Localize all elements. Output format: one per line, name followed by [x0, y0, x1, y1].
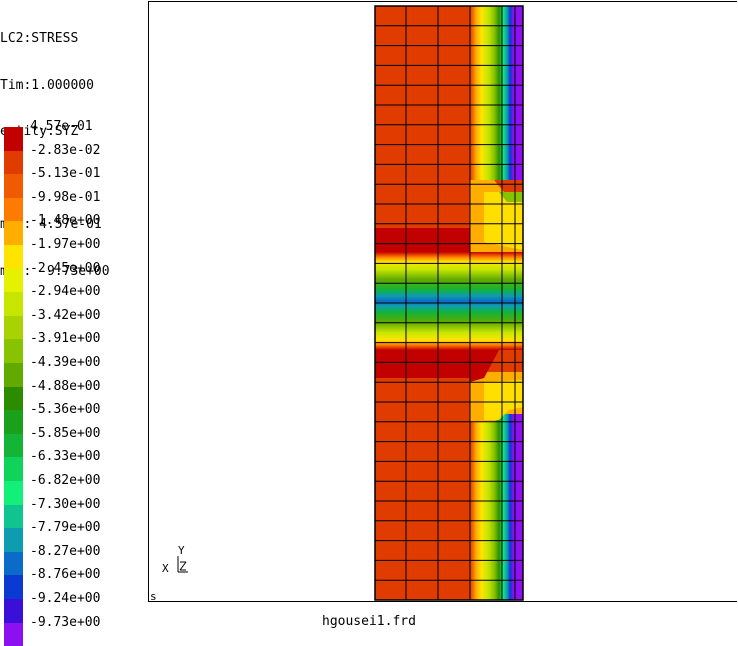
legend-swatch [4, 339, 23, 363]
legend-swatch [4, 599, 23, 623]
legend-swatch [4, 268, 23, 293]
legend-label: -1.97e+00 [30, 237, 101, 252]
legend-label: 4.57e-01 [30, 119, 93, 134]
legend-swatch [4, 504, 23, 529]
legend-swatch [4, 292, 23, 316]
legend-label: -3.42e+00 [30, 307, 101, 323]
legend-label: -6.33e+00 [30, 449, 101, 465]
legend-swatch [4, 197, 23, 222]
mesh-outline [374, 5, 524, 601]
legend-swatch [4, 410, 23, 434]
legend-swatch [4, 245, 23, 269]
legend-label: -8.76e+00 [30, 567, 101, 583]
legend-label: -2.45e+00 [30, 260, 101, 276]
legend-label: -6.82e+00 [30, 473, 101, 488]
legend-swatch [4, 150, 23, 175]
axis-y-label: Y [178, 546, 185, 557]
legend-swatch [4, 315, 23, 340]
legend-swatch [4, 127, 23, 151]
legend-swatch [4, 221, 23, 245]
legend-swatch [4, 622, 23, 646]
info-line-loadcase: LC2:STRESS [0, 31, 79, 46]
legend-swatch [4, 363, 23, 387]
legend-label: -1.48e+00 [30, 213, 101, 229]
info-line-time: Tim:1.000000 [0, 77, 94, 93]
legend-label: -5.85e+00 [30, 425, 101, 441]
legend-swatch [4, 551, 23, 576]
legend-label: -9.73e+00 [30, 614, 101, 630]
model-viewport[interactable] [148, 1, 737, 602]
axis-x-label: X [162, 562, 169, 575]
legend-label: -9.98e-01 [30, 189, 101, 205]
legend-label: -4.39e+00 [30, 355, 101, 370]
legend-label: -7.79e+00 [30, 520, 101, 536]
legend-label: -4.88e+00 [30, 378, 101, 394]
axis-triad-icon: X Y [162, 544, 188, 575]
legend-swatch [4, 575, 23, 599]
legend-swatch [4, 174, 23, 198]
corner-mark: s [150, 590, 157, 603]
file-name: hgousei1.frd [322, 614, 416, 629]
legend-swatch [4, 457, 23, 481]
legend-label: -7.30e+00 [30, 496, 101, 512]
legend-label: -3.91e+00 [30, 331, 101, 347]
legend-swatch [4, 386, 23, 411]
legend-label: -5.13e-01 [30, 166, 101, 182]
legend-label: -9.24e+00 [30, 591, 101, 606]
legend-swatch [4, 528, 23, 552]
legend-swatch [4, 433, 23, 458]
legend-label: -2.94e+00 [30, 284, 101, 300]
legend-label: -2.83e-02 [30, 142, 101, 158]
axis-triad: X Y [160, 544, 190, 580]
legend-swatch [4, 481, 23, 505]
legend-label: -5.36e+00 [30, 402, 101, 418]
legend-label: -8.27e+00 [30, 543, 101, 559]
fe-mesh-plot[interactable] [149, 2, 737, 601]
